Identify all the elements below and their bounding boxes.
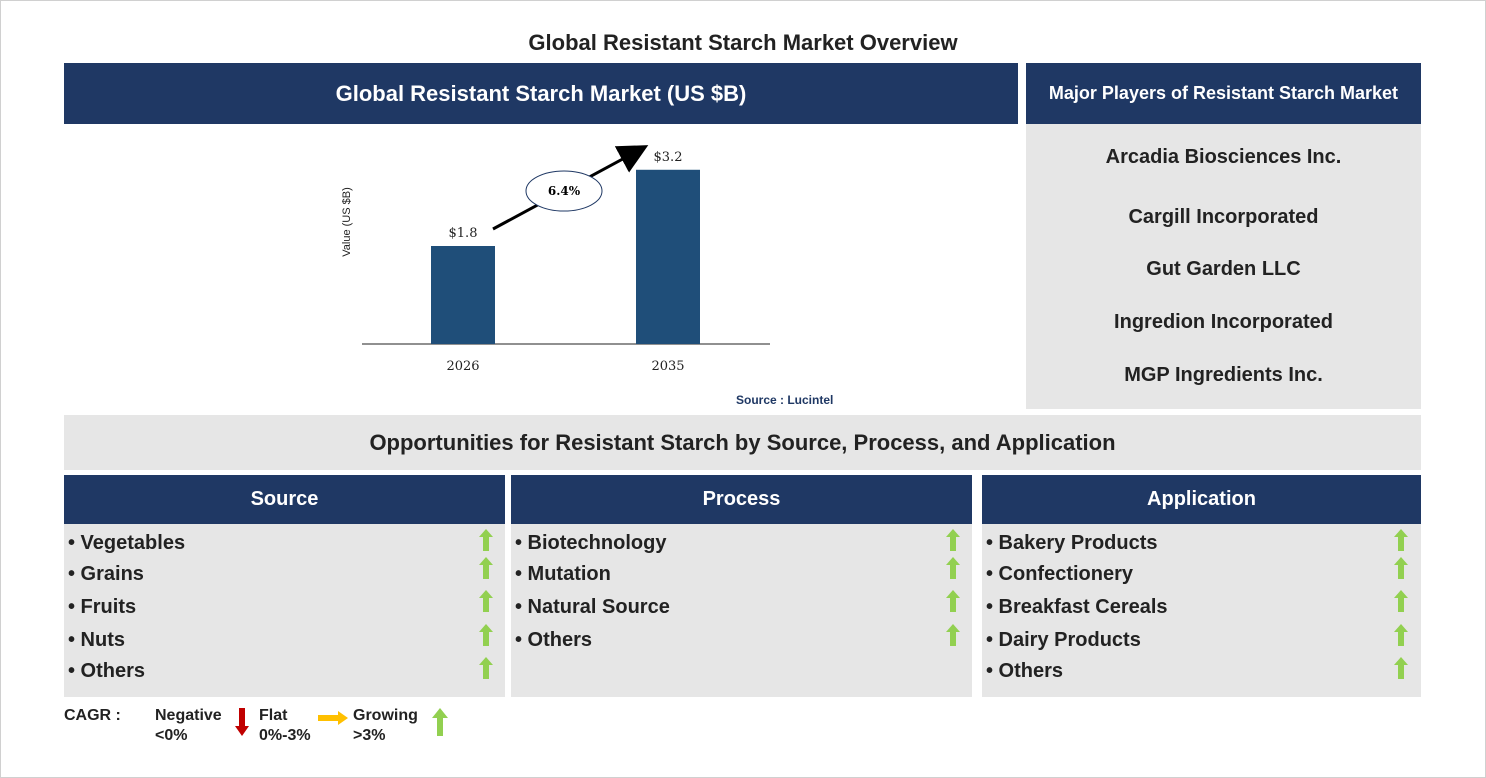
segment-item: • Breakfast Cereals [986, 596, 1168, 618]
growing-arrow-icon [479, 557, 493, 579]
growing-arrow-icon [1394, 557, 1408, 579]
growing-arrow-icon [1394, 624, 1408, 646]
segment-header-application: Application [982, 475, 1421, 524]
cagr-label: 6.4% [548, 184, 581, 198]
bars-group: $1.8 2026 $3.2 2035 [431, 150, 700, 374]
legend-flat-range: 0%-3% [259, 727, 311, 744]
segment-item: • Dairy Products [986, 629, 1141, 651]
players-header: Major Players of Resistant Starch Market [1026, 63, 1421, 124]
bar-2035 [636, 169, 700, 344]
growing-arrow-icon [479, 590, 493, 612]
y-axis-label: Value (US $B) [341, 187, 353, 257]
segment-body-process: • Biotechnology • Mutation • Natural Sou… [511, 524, 972, 697]
player-item: Ingredion Incorporated [1114, 311, 1333, 333]
growing-arrow-icon [479, 657, 493, 679]
legend-negative-label: Negative <0% [155, 706, 222, 746]
segment-item: • Others [68, 660, 146, 682]
legend-growing-label: Growing >3% [353, 706, 418, 746]
legend-negative-range: <0% [155, 727, 188, 744]
segment-item: • Natural Source [515, 596, 670, 618]
segment-body-source: • Vegetables • Grains • Fruits • Nuts • … [64, 524, 505, 697]
growing-arrow-icon [432, 708, 448, 736]
segment-header-process: Process [511, 475, 972, 524]
segment-item: • Others [986, 660, 1064, 682]
segment-item: • Fruits [68, 596, 137, 618]
segment-header-source: Source [64, 475, 505, 524]
bar-2026 [431, 246, 495, 344]
chart-header: Global Resistant Starch Market (US $B) [64, 63, 1018, 124]
growing-arrow-icon [1394, 529, 1408, 551]
bar-value-label: $1.8 [449, 226, 478, 241]
segment-item: • Bakery Products [986, 532, 1158, 554]
opportunities-title: Opportunities for Resistant Starch by So… [64, 415, 1421, 470]
growing-arrow-icon [479, 529, 493, 551]
growing-arrow-icon [946, 529, 960, 551]
growing-arrow-icon [946, 590, 960, 612]
x-tick-label: 2035 [651, 359, 684, 374]
negative-arrow-icon [235, 708, 249, 736]
legend-growing-range: >3% [353, 727, 386, 744]
legend-growing-text: Growing [353, 707, 418, 724]
players-list: Arcadia Biosciences Inc. Cargill Incorpo… [1026, 124, 1421, 409]
legend-flat-text: Flat [259, 707, 288, 724]
segment-body-application: • Bakery Products • Confectionery • Brea… [982, 524, 1421, 697]
legend-cagr-label: CAGR : [64, 707, 121, 724]
player-item: Gut Garden LLC [1146, 258, 1301, 280]
segment-item: • Vegetables [68, 532, 186, 554]
player-item: Cargill Incorporated [1128, 206, 1319, 228]
flat-arrow-icon [318, 711, 348, 725]
legend-flat-label: Flat 0%-3% [259, 706, 311, 746]
segment-item: • Mutation [515, 563, 611, 585]
segment-item: • Biotechnology [515, 532, 667, 554]
page-title: Global Resistant Starch Market Overview [528, 30, 958, 55]
segment-item: • Grains [68, 563, 144, 585]
growing-arrow-icon [946, 624, 960, 646]
growing-arrow-icon [1394, 657, 1408, 679]
bar-chart: Value (US $B) $1.8 2026 $3.2 2035 6.4% [341, 145, 770, 374]
growing-arrow-icon [946, 557, 960, 579]
growing-arrow-icon [1394, 590, 1408, 612]
segment-item: • Others [515, 629, 593, 651]
player-item: Arcadia Biosciences Inc. [1105, 146, 1342, 168]
legend-negative-text: Negative [155, 707, 222, 724]
growing-arrow-icon [479, 624, 493, 646]
bar-value-label: $3.2 [654, 150, 683, 165]
x-tick-label: 2026 [446, 359, 479, 374]
player-item: MGP Ingredients Inc. [1124, 364, 1323, 386]
source-label: Source : Lucintel [736, 393, 834, 407]
segment-item: • Confectionery [986, 563, 1134, 585]
cagr-ellipse [525, 170, 603, 212]
segment-item: • Nuts [68, 629, 126, 651]
